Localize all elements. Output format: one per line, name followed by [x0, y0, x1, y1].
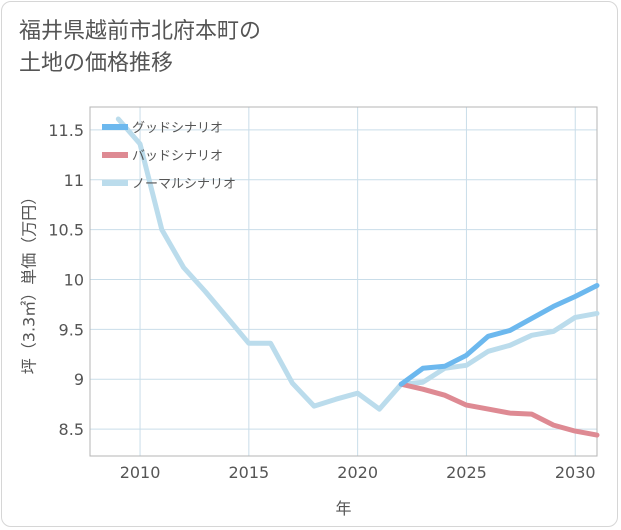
x-tick-label: 2025	[446, 463, 487, 482]
y-tick-label: 9	[74, 370, 84, 389]
legend-item: ノーマルシナリオ	[102, 177, 236, 192]
plot-frame	[89, 106, 598, 457]
y-tick-label: 11.5	[48, 121, 84, 140]
x-tick-labels: 2010 2015 2020 2025 2030	[120, 463, 596, 482]
legend-label: バッドシナリオ	[132, 149, 223, 164]
series-line-2	[398, 381, 600, 438]
y-tick-label: 8.5	[59, 420, 84, 439]
legend-label: ノーマルシナリオ	[132, 177, 236, 192]
x-tick-label: 2010	[120, 463, 161, 482]
y-tick-label: 10	[64, 271, 84, 290]
series-line-1	[398, 283, 600, 387]
series-line-3	[115, 116, 600, 412]
legend-label: グッドシナリオ	[132, 121, 223, 136]
legend-item: グッドシナリオ	[102, 121, 223, 136]
x-tick-label: 2030	[555, 463, 596, 482]
series-layer	[115, 116, 600, 438]
y-tick-label: 9.5	[59, 320, 84, 339]
x-tick-label: 2020	[337, 463, 378, 482]
y-tick-labels: 8.5 9 9.5 10 10.5 11 11.5	[48, 121, 84, 439]
chart-title: 福井県越前市北府本町の 土地の価格推移	[19, 19, 262, 76]
x-tick-label: 2015	[228, 463, 269, 482]
y-tick-label: 11	[64, 171, 84, 190]
legend-item: バッドシナリオ	[102, 149, 223, 164]
y-tick-label: 10.5	[48, 221, 84, 240]
y-axis-label: 坪（3.3㎡）単価（万円）	[20, 189, 39, 374]
x-axis-label: 年	[335, 499, 351, 518]
